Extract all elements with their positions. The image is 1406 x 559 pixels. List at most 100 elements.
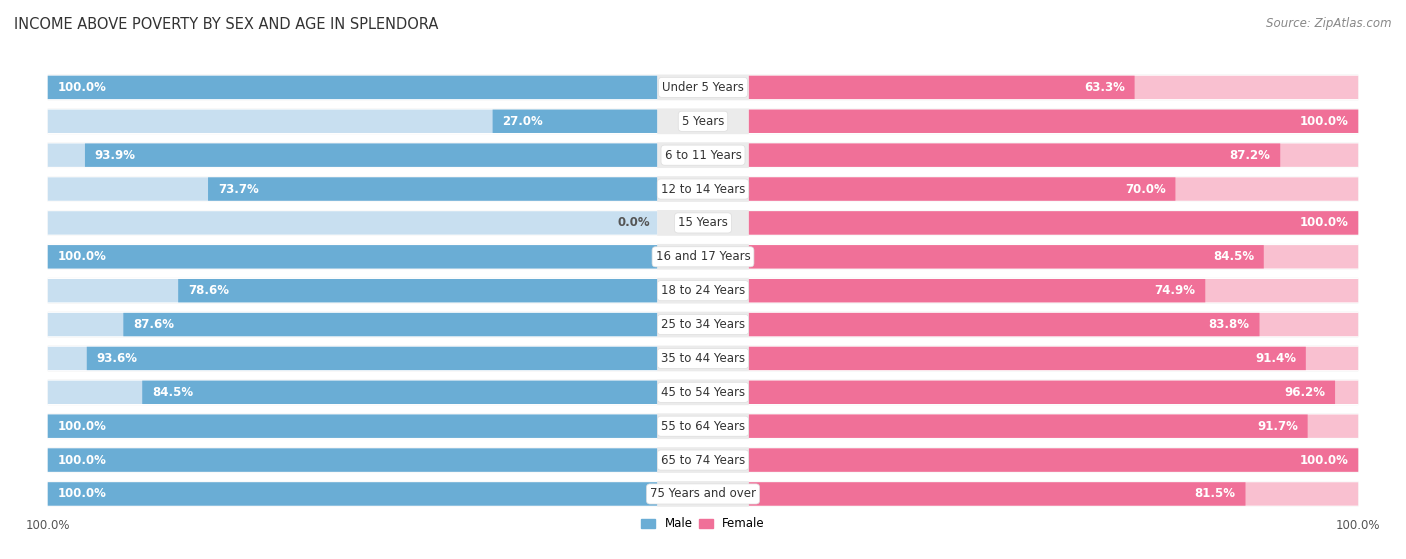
FancyBboxPatch shape (749, 75, 1358, 100)
Text: 12 to 14 Years: 12 to 14 Years (661, 183, 745, 196)
FancyBboxPatch shape (749, 482, 1358, 506)
FancyBboxPatch shape (749, 312, 1358, 337)
Text: 84.5%: 84.5% (152, 386, 193, 399)
FancyBboxPatch shape (48, 210, 1358, 236)
FancyBboxPatch shape (749, 177, 1175, 201)
Text: 70.0%: 70.0% (1125, 183, 1166, 196)
FancyBboxPatch shape (749, 415, 1308, 438)
FancyBboxPatch shape (84, 144, 657, 167)
FancyBboxPatch shape (749, 177, 1358, 201)
Text: 63.3%: 63.3% (1084, 81, 1125, 94)
Text: 15 Years: 15 Years (678, 216, 728, 229)
FancyBboxPatch shape (48, 244, 1358, 269)
FancyBboxPatch shape (48, 415, 657, 438)
FancyBboxPatch shape (208, 177, 657, 201)
FancyBboxPatch shape (48, 313, 657, 337)
FancyBboxPatch shape (48, 74, 1358, 100)
FancyBboxPatch shape (749, 481, 1358, 506)
FancyBboxPatch shape (48, 448, 657, 472)
FancyBboxPatch shape (749, 144, 1281, 167)
FancyBboxPatch shape (48, 278, 657, 304)
FancyBboxPatch shape (749, 381, 1336, 404)
FancyBboxPatch shape (749, 75, 1358, 99)
FancyBboxPatch shape (749, 210, 1358, 236)
FancyBboxPatch shape (48, 345, 657, 371)
FancyBboxPatch shape (48, 143, 1358, 168)
FancyBboxPatch shape (749, 144, 1358, 167)
FancyBboxPatch shape (48, 245, 657, 268)
FancyBboxPatch shape (48, 381, 657, 404)
FancyBboxPatch shape (749, 414, 1358, 439)
Text: 73.7%: 73.7% (218, 183, 259, 196)
Legend: Male, Female: Male, Female (637, 513, 769, 535)
FancyBboxPatch shape (749, 110, 1358, 133)
FancyBboxPatch shape (48, 245, 657, 268)
Text: 96.2%: 96.2% (1284, 386, 1326, 399)
Text: Under 5 Years: Under 5 Years (662, 81, 744, 94)
Text: 93.6%: 93.6% (97, 352, 138, 365)
FancyBboxPatch shape (48, 345, 1358, 371)
FancyBboxPatch shape (749, 482, 1246, 506)
FancyBboxPatch shape (48, 279, 657, 302)
FancyBboxPatch shape (48, 380, 657, 405)
Text: 100.0%: 100.0% (58, 81, 107, 94)
FancyBboxPatch shape (48, 380, 1358, 405)
Text: 35 to 44 Years: 35 to 44 Years (661, 352, 745, 365)
FancyBboxPatch shape (48, 210, 657, 236)
Text: 65 to 74 Years: 65 to 74 Years (661, 453, 745, 467)
FancyBboxPatch shape (749, 176, 1358, 202)
FancyBboxPatch shape (749, 279, 1205, 302)
Text: 6 to 11 Years: 6 to 11 Years (665, 149, 741, 162)
FancyBboxPatch shape (749, 245, 1358, 268)
Text: 18 to 24 Years: 18 to 24 Years (661, 284, 745, 297)
Text: 100.0%: 100.0% (58, 487, 107, 500)
FancyBboxPatch shape (48, 108, 1358, 134)
FancyBboxPatch shape (142, 381, 657, 404)
Text: 87.6%: 87.6% (134, 318, 174, 331)
FancyBboxPatch shape (48, 278, 1358, 304)
FancyBboxPatch shape (48, 482, 657, 506)
FancyBboxPatch shape (749, 345, 1358, 371)
FancyBboxPatch shape (48, 447, 1358, 473)
FancyBboxPatch shape (48, 177, 657, 201)
FancyBboxPatch shape (749, 347, 1358, 370)
Text: 25 to 34 Years: 25 to 34 Years (661, 318, 745, 331)
Text: 0.0%: 0.0% (619, 216, 651, 229)
FancyBboxPatch shape (179, 279, 657, 302)
Text: 16 and 17 Years: 16 and 17 Years (655, 250, 751, 263)
Text: 74.9%: 74.9% (1154, 284, 1195, 297)
FancyBboxPatch shape (749, 278, 1358, 304)
FancyBboxPatch shape (749, 313, 1358, 337)
FancyBboxPatch shape (749, 415, 1358, 438)
FancyBboxPatch shape (48, 481, 1358, 507)
FancyBboxPatch shape (48, 143, 657, 168)
Text: 93.9%: 93.9% (94, 149, 136, 162)
Text: 55 to 64 Years: 55 to 64 Years (661, 420, 745, 433)
FancyBboxPatch shape (48, 244, 657, 269)
Text: 83.8%: 83.8% (1209, 318, 1250, 331)
FancyBboxPatch shape (48, 144, 657, 167)
FancyBboxPatch shape (87, 347, 657, 370)
FancyBboxPatch shape (749, 244, 1358, 269)
FancyBboxPatch shape (48, 312, 1358, 338)
FancyBboxPatch shape (48, 75, 657, 99)
Text: 100.0%: 100.0% (58, 420, 107, 433)
Text: 87.2%: 87.2% (1229, 149, 1271, 162)
FancyBboxPatch shape (48, 414, 657, 439)
FancyBboxPatch shape (749, 448, 1358, 472)
FancyBboxPatch shape (749, 110, 1358, 133)
Text: 81.5%: 81.5% (1195, 487, 1236, 500)
FancyBboxPatch shape (48, 482, 657, 506)
FancyBboxPatch shape (48, 347, 657, 370)
FancyBboxPatch shape (48, 415, 657, 438)
Text: 100.0%: 100.0% (1299, 115, 1348, 128)
FancyBboxPatch shape (48, 448, 657, 472)
FancyBboxPatch shape (48, 110, 657, 133)
Text: Source: ZipAtlas.com: Source: ZipAtlas.com (1267, 17, 1392, 30)
FancyBboxPatch shape (48, 176, 1358, 202)
FancyBboxPatch shape (48, 481, 657, 506)
FancyBboxPatch shape (749, 313, 1260, 337)
FancyBboxPatch shape (48, 211, 657, 235)
FancyBboxPatch shape (48, 413, 1358, 439)
Text: 75 Years and over: 75 Years and over (650, 487, 756, 500)
